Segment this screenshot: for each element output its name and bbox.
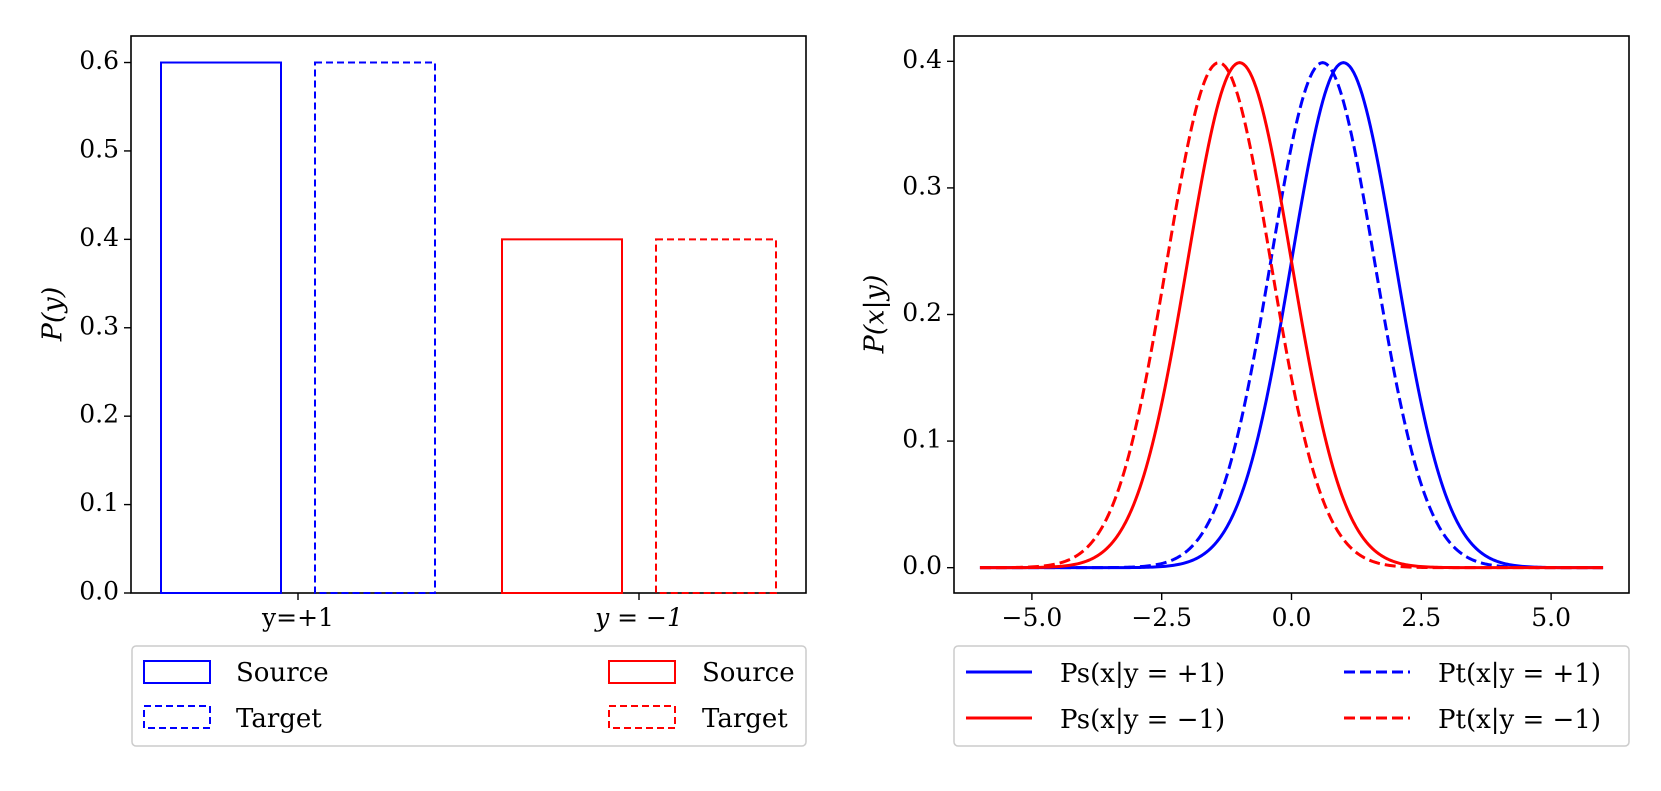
x-tick-label: 5.0 xyxy=(1531,603,1571,632)
y-tick-label: 0.2 xyxy=(902,298,942,327)
bar-source-y-pos xyxy=(160,61,282,595)
x-tick-label: 2.5 xyxy=(1401,603,1441,632)
series-line-blue-dashed xyxy=(979,61,1604,570)
series-line-red-dashed xyxy=(979,61,1604,570)
legend-label: Ps(x|y = +1) xyxy=(1060,659,1225,689)
legend-label: Pt(x|y = +1) xyxy=(1438,659,1601,689)
legend-label: Source xyxy=(702,658,795,688)
legend-swatch-red-solid xyxy=(608,660,676,684)
right-legend: Ps(x|y = +1) Ps(x|y = −1) Pt(x|y = +1) P… xyxy=(953,645,1630,747)
x-tick-label: −2.5 xyxy=(1131,603,1192,632)
legend-label: Source xyxy=(236,658,329,688)
series-line-blue-solid xyxy=(979,61,1604,570)
bar-target-y-neg xyxy=(655,238,777,594)
right-legend-entry: Pt(x|y = −1) xyxy=(1344,705,1601,735)
y-tick-label: 0.0 xyxy=(902,551,942,580)
right-plot-frame xyxy=(953,35,1630,594)
x-tick-label: 0.0 xyxy=(1272,603,1312,632)
right-lines xyxy=(979,61,1604,570)
left-x-axis: y=+1 y = −1 xyxy=(261,593,683,632)
x-tick-label: −5.0 xyxy=(1002,603,1063,632)
bar-source-y-neg xyxy=(501,238,623,594)
right-legend-entry: Pt(x|y = +1) xyxy=(1344,659,1601,689)
series-line-red-solid xyxy=(979,61,1604,570)
y-tick-label: 0.4 xyxy=(902,45,942,74)
left-bars xyxy=(160,61,777,595)
y-tick-label: 0.2 xyxy=(79,400,119,429)
legend-swatch-blue-solid xyxy=(143,660,211,684)
legend-label: Target xyxy=(236,704,322,734)
bar-target-y-pos xyxy=(314,61,436,595)
left-plot-frame xyxy=(130,35,807,594)
legend-swatch-blue-dashed xyxy=(143,705,211,729)
right-y-axis-label: P(x|y) xyxy=(860,275,891,355)
y-tick-label: 0.3 xyxy=(79,311,119,340)
y-tick-label: 0.5 xyxy=(79,134,119,163)
left-legend-entry: Source xyxy=(143,658,329,688)
left-y-axis: 0.0 0.1 0.2 0.3 0.4 0.5 0.6 xyxy=(79,46,131,606)
y-tick-label: 0.0 xyxy=(79,577,119,606)
left-legend: Source Target Source Target xyxy=(131,645,807,747)
right-legend-frame xyxy=(953,645,1630,747)
left-y-axis-label: P(y) xyxy=(38,287,69,343)
right-x-axis: −5.0 −2.5 0.0 2.5 5.0 xyxy=(1002,593,1571,632)
bar-chart-label-distribution: 0.0 0.1 0.2 0.3 0.4 0.5 0.6 y=+1 y = −1 P(y) So… xyxy=(38,35,807,747)
y-tick-label: 0.3 xyxy=(902,171,942,200)
y-tick-label: 0.6 xyxy=(79,46,119,75)
left-legend-frame xyxy=(131,645,807,747)
y-tick-label: 0.4 xyxy=(79,223,119,252)
left-legend-entry: Target xyxy=(143,704,322,734)
legend-label: Pt(x|y = −1) xyxy=(1438,705,1601,735)
y-tick-label: 0.1 xyxy=(79,488,119,517)
x-tick-label: y=+1 xyxy=(261,603,334,632)
right-legend-entry: Ps(x|y = +1) xyxy=(966,659,1225,689)
right-y-axis: 0.0 0.1 0.2 0.3 0.4 xyxy=(902,45,954,580)
y-tick-label: 0.1 xyxy=(902,425,942,454)
left-legend-entry: Source xyxy=(608,658,795,688)
right-legend-entry: Ps(x|y = −1) xyxy=(966,705,1225,735)
legend-swatch-red-dashed xyxy=(608,705,676,729)
x-tick-label: y = −1 xyxy=(594,603,683,632)
legend-label: Ps(x|y = −1) xyxy=(1060,705,1225,735)
line-chart-conditional-distribution: 0.0 0.1 0.2 0.3 0.4 −5.0 −2.5 0.0 2.5 5.0 P(x|y)… xyxy=(860,35,1630,747)
legend-label: Target xyxy=(702,704,788,734)
left-legend-entry: Target xyxy=(608,704,788,734)
